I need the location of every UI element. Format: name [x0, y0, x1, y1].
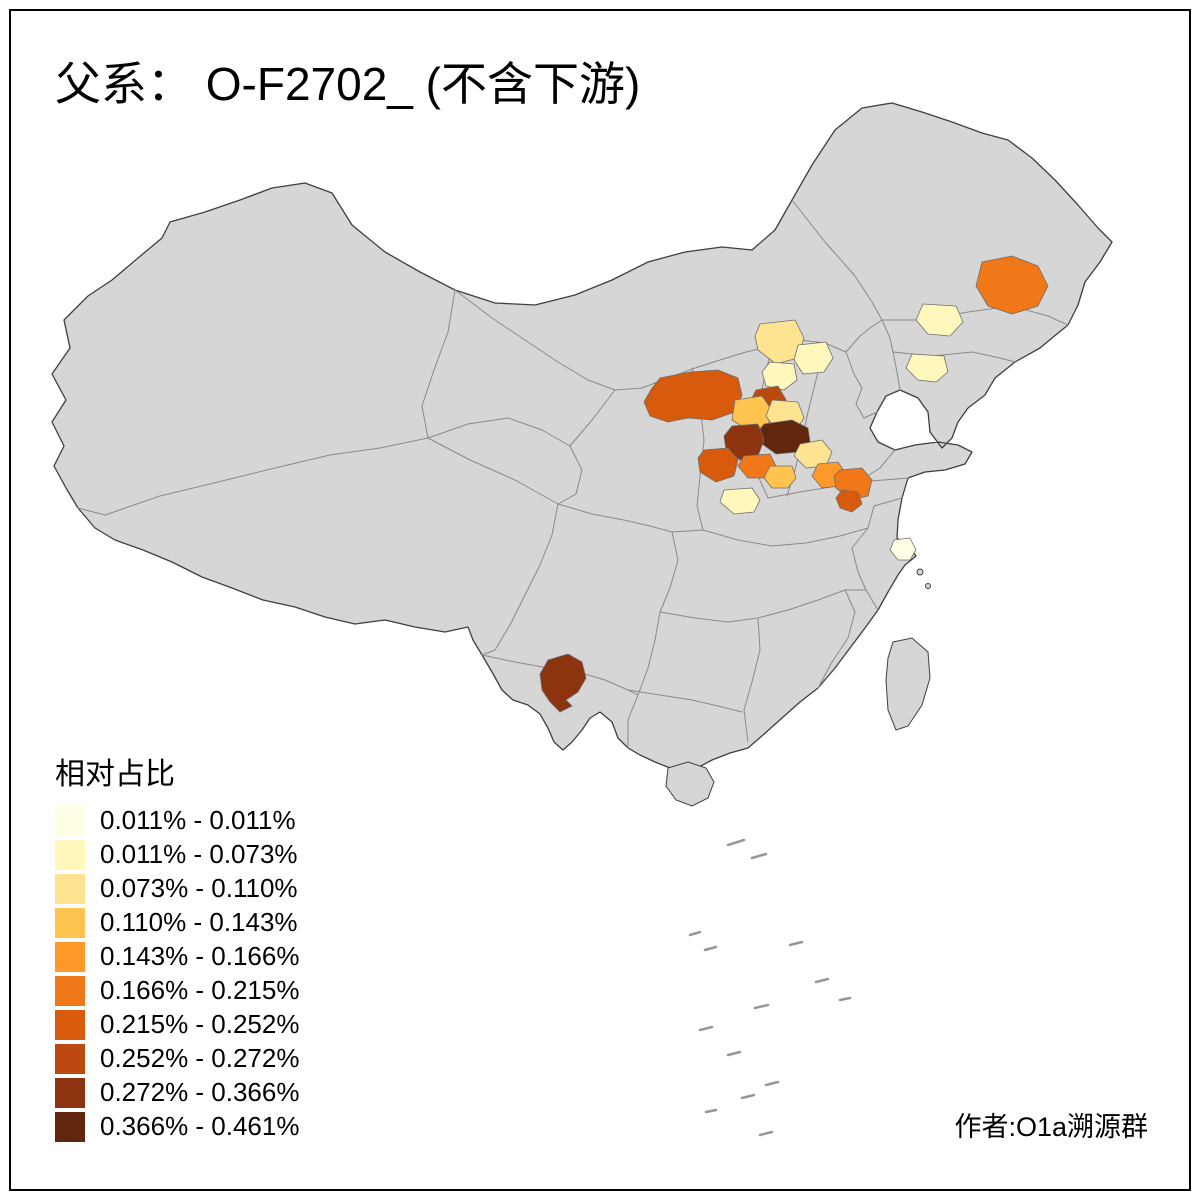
legend-item: 0.011% - 0.073%: [55, 839, 298, 870]
sea-island-mark: [764, 1080, 780, 1087]
legend-swatch: [55, 874, 85, 904]
province-border: [881, 319, 901, 391]
province-border: [627, 611, 661, 749]
province-border: [671, 529, 704, 533]
legend-item: 0.073% - 0.110%: [55, 873, 298, 904]
province-border: [421, 289, 456, 439]
province-border: [427, 417, 571, 447]
legend-label: 0.272% - 0.366%: [100, 1077, 299, 1107]
legend-swatch: [55, 942, 85, 972]
legend-item: 0.143% - 0.166%: [55, 941, 299, 972]
legend-label: 0.110% - 0.143%: [100, 907, 298, 937]
sea-island-mark: [753, 1003, 770, 1010]
sea-island-mark: [788, 940, 804, 947]
province-border: [557, 445, 583, 505]
sea-island-mark: [698, 1025, 714, 1032]
legend-label: 0.073% - 0.110%: [100, 873, 298, 903]
province-border: [851, 527, 869, 591]
figure-border: [9, 9, 1191, 1191]
province-border: [743, 617, 761, 743]
coastal-islet: [925, 583, 931, 589]
map-region: [643, 369, 743, 423]
legend-label: 0.366% - 0.461%: [100, 1111, 299, 1141]
sea-island-mark: [704, 1108, 718, 1114]
province-border: [569, 389, 616, 447]
sea-island-mark: [838, 996, 852, 1002]
sea-island-mark: [814, 977, 830, 984]
legend-title: 相对占比: [55, 758, 175, 791]
legend-item: 0.272% - 0.366%: [55, 1077, 299, 1108]
sea-island-mark: [740, 1093, 756, 1100]
colored-regions: [539, 255, 1049, 713]
province-border: [702, 527, 869, 547]
legend-item: 0.166% - 0.215%: [55, 975, 299, 1006]
legend-label: 0.252% - 0.272%: [100, 1043, 299, 1073]
legend-item: 0.252% - 0.272%: [55, 1043, 299, 1074]
sea-island-mark: [726, 838, 746, 847]
legend-item: 0.366% - 0.461%: [55, 1111, 299, 1142]
sea-island-mark: [750, 852, 768, 860]
province-border: [481, 503, 559, 656]
legend-label: 0.143% - 0.166%: [100, 941, 299, 971]
legend-item: 0.011% - 0.011%: [55, 805, 296, 836]
sea-island-mark: [688, 930, 702, 937]
coastal-islet: [916, 568, 924, 576]
map-region: [975, 255, 1049, 315]
legend-swatch: [55, 976, 85, 1006]
legend-item: 0.110% - 0.143%: [55, 907, 298, 938]
province-border: [865, 589, 879, 611]
province-border: [845, 351, 878, 419]
province-border: [817, 589, 856, 689]
sea-island-mark: [726, 1050, 742, 1057]
legend-swatch: [55, 1112, 85, 1142]
legend-label: 0.215% - 0.252%: [100, 1009, 299, 1039]
province-border: [557, 503, 673, 533]
province-border: [659, 531, 679, 613]
sea-island-mark: [703, 945, 718, 952]
legend-label: 0.166% - 0.215%: [100, 975, 299, 1005]
map-region: [761, 361, 798, 391]
legend-swatch: [55, 1044, 85, 1074]
map-region: [905, 353, 949, 383]
province-border: [659, 589, 867, 623]
attribution: 作者:O1a溯源群: [954, 1112, 1148, 1142]
map-region: [889, 537, 917, 561]
map-region: [793, 341, 834, 375]
legend-swatch: [55, 806, 85, 836]
province-border: [627, 689, 743, 713]
province-border: [454, 289, 883, 391]
legend-swatch: [55, 840, 85, 870]
province-border: [77, 437, 429, 516]
province-border: [427, 437, 559, 505]
legend-swatch: [55, 1010, 85, 1040]
map-region: [697, 447, 739, 483]
legend-swatch: [55, 908, 85, 938]
legend-swatch: [55, 1078, 85, 1108]
legend-item: 0.215% - 0.252%: [55, 1009, 299, 1040]
sea-island-mark: [758, 1130, 774, 1137]
legend-label: 0.011% - 0.011%: [100, 805, 296, 835]
taiwan-island: [885, 637, 931, 731]
map-region: [539, 653, 587, 713]
map-region: [754, 319, 805, 365]
map-title: 父系： O-F2702_ (不含下游): [55, 58, 640, 110]
province-border: [791, 199, 883, 321]
legend-label: 0.011% - 0.073%: [100, 839, 298, 869]
south-china-sea-islands: [688, 838, 852, 1137]
map-region: [719, 487, 761, 515]
legend: 相对占比 0.011% - 0.011% 0.011% - 0.073% 0.0…: [55, 758, 299, 1142]
map-region: [915, 303, 964, 337]
hainan-island: [665, 761, 715, 807]
province-border: [867, 497, 903, 529]
map-region: [835, 489, 863, 513]
china-map: [51, 102, 1113, 1137]
map-region: [763, 465, 797, 489]
